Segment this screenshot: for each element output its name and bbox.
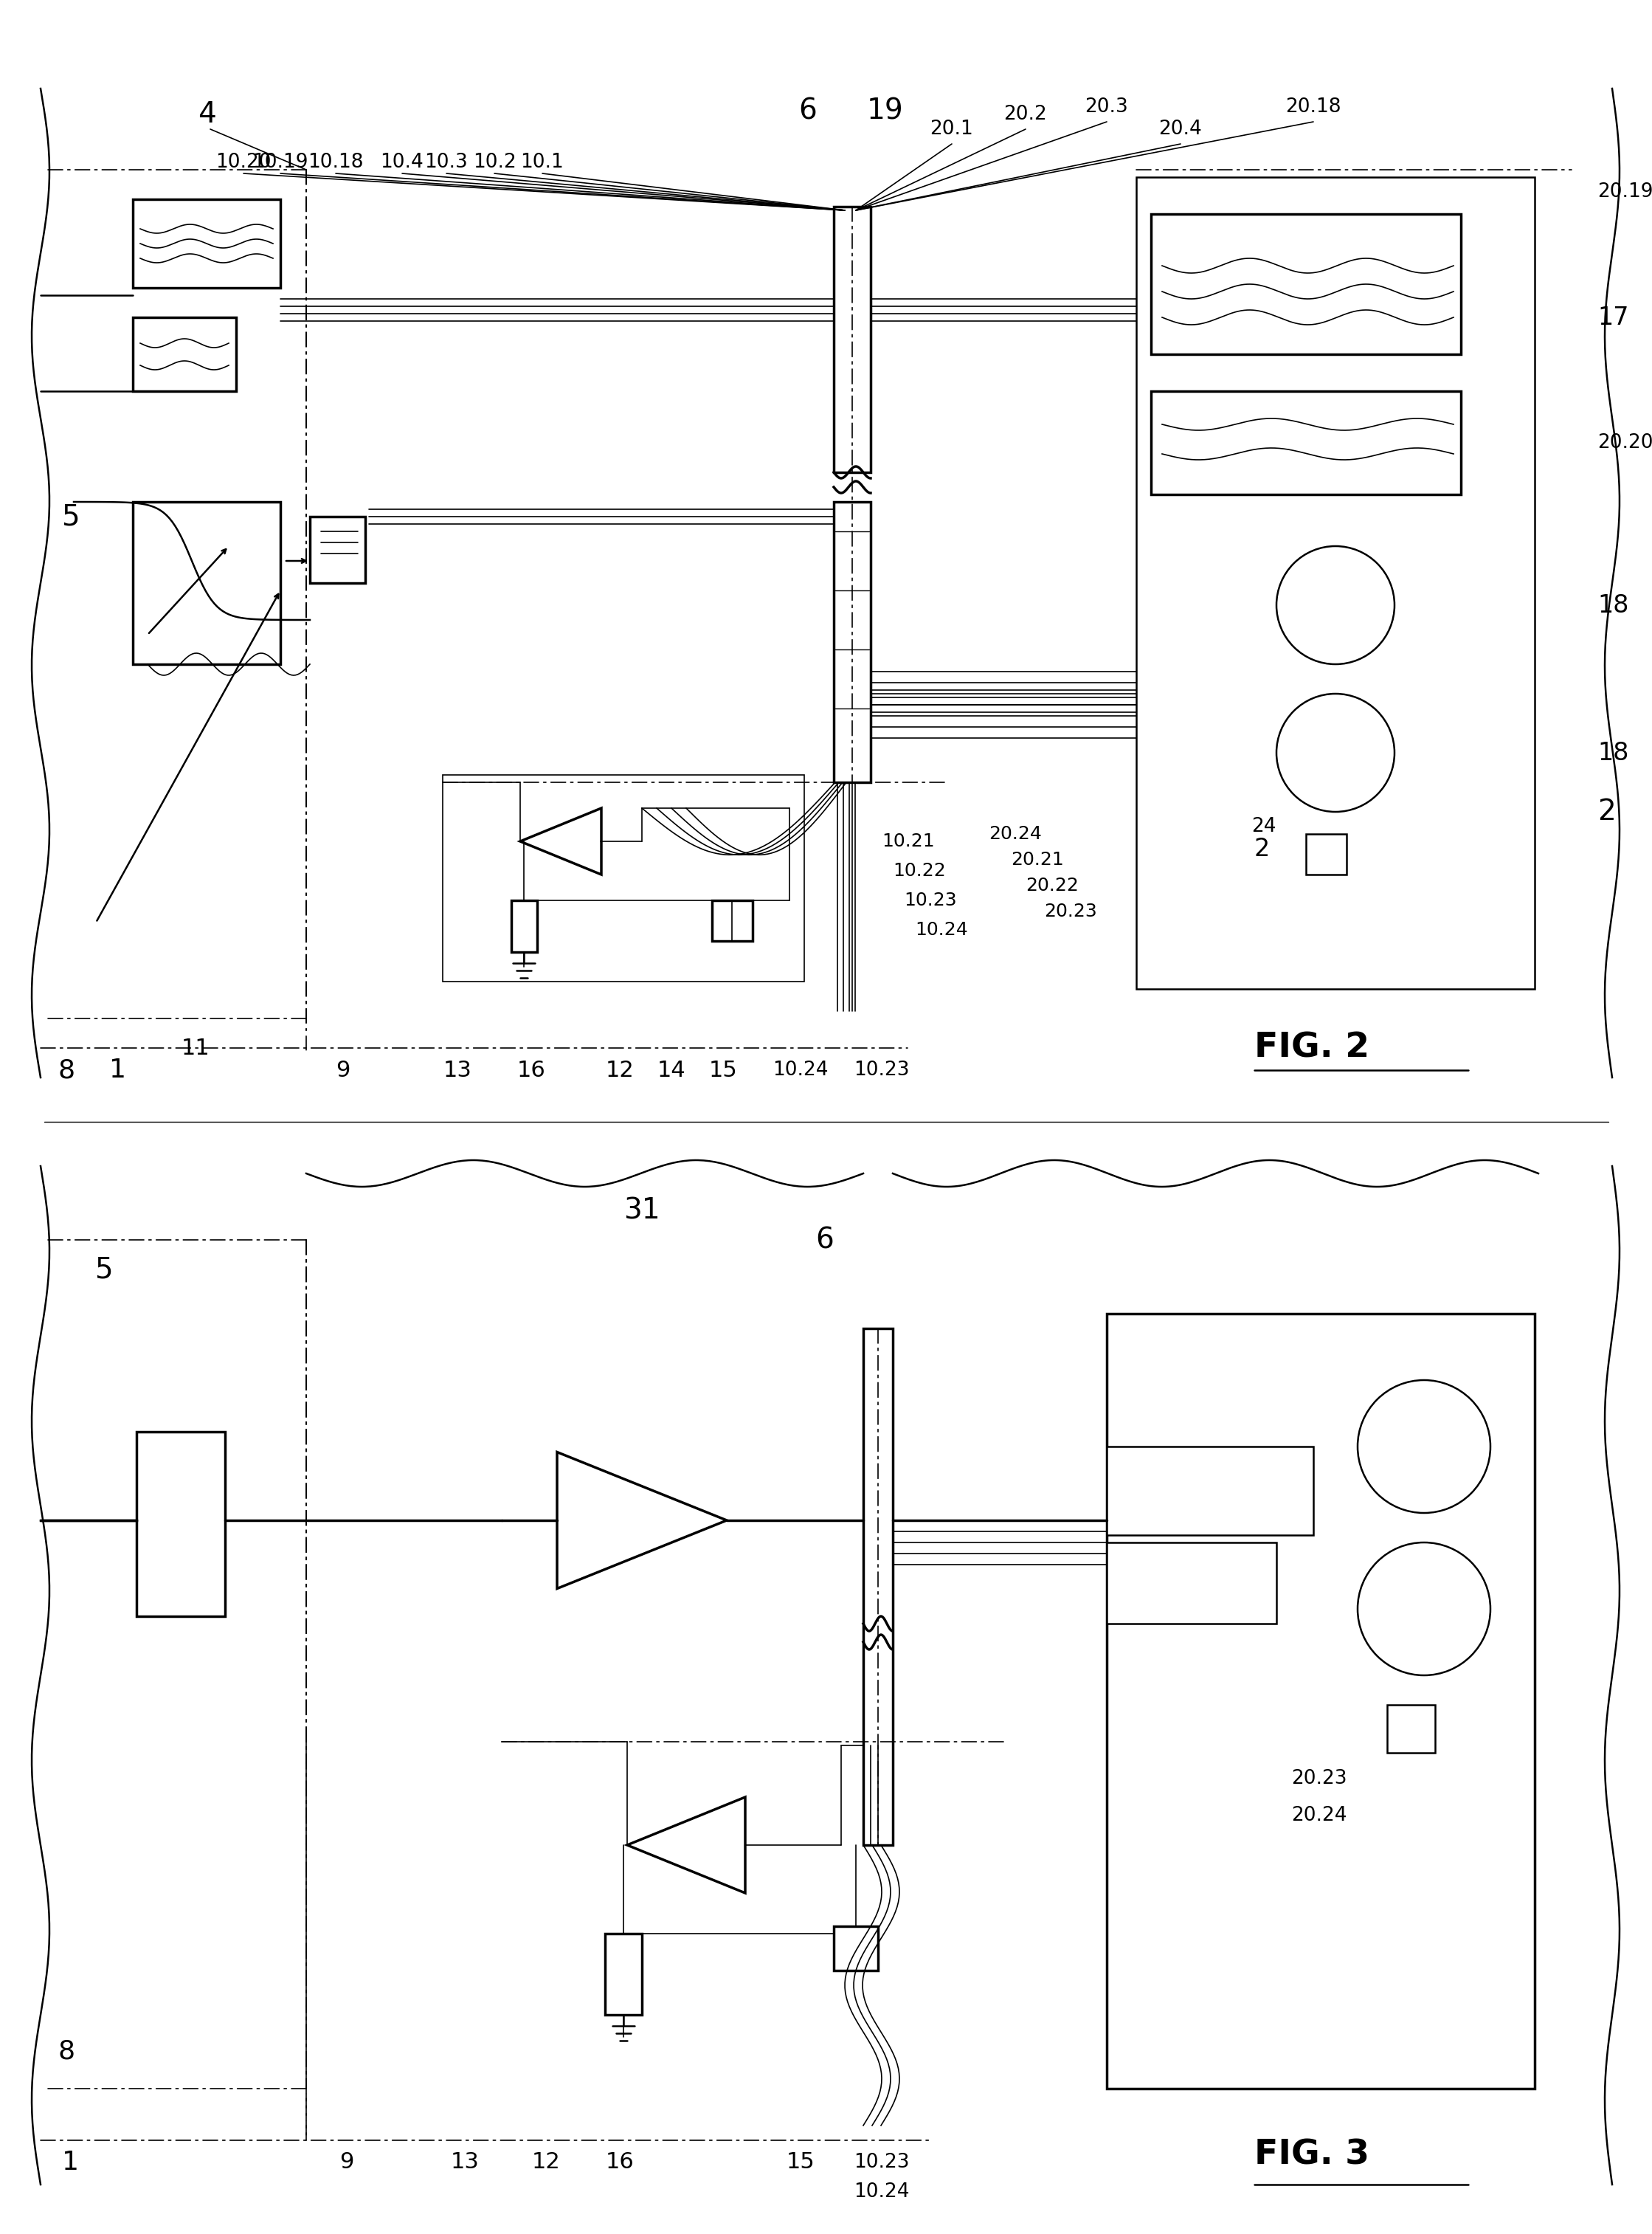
- Text: 14: 14: [657, 1059, 686, 1081]
- Bar: [1388, 1705, 1436, 1754]
- Text: 19: 19: [867, 96, 904, 125]
- Text: 20.19: 20.19: [1597, 183, 1652, 201]
- Text: 20.21: 20.21: [1011, 851, 1064, 869]
- Text: 1: 1: [61, 2149, 79, 2176]
- Text: 8: 8: [58, 2040, 74, 2064]
- Bar: [1151, 214, 1460, 355]
- Text: 10.23: 10.23: [854, 2154, 910, 2171]
- Text: 2: 2: [1597, 798, 1616, 827]
- Text: 6: 6: [816, 1226, 834, 1253]
- Text: 10.4: 10.4: [380, 152, 425, 172]
- Bar: [1151, 391, 1460, 494]
- Text: 20.18: 20.18: [1285, 98, 1341, 116]
- Circle shape: [1358, 1541, 1490, 1676]
- Text: 5: 5: [61, 503, 79, 532]
- Text: 20.22: 20.22: [1026, 876, 1079, 894]
- Text: 20.20: 20.20: [1597, 433, 1652, 454]
- Text: 13: 13: [443, 1059, 472, 1081]
- Text: 10.24: 10.24: [773, 1061, 828, 1079]
- Text: 11: 11: [182, 1037, 210, 1059]
- Bar: [1107, 1314, 1535, 2089]
- Bar: [1307, 833, 1346, 873]
- Text: 20.23: 20.23: [1044, 903, 1097, 920]
- Text: 15: 15: [709, 1059, 737, 1081]
- Bar: [834, 208, 871, 471]
- Bar: [834, 1926, 877, 1970]
- Text: 20.3: 20.3: [1085, 98, 1128, 116]
- Bar: [137, 1432, 225, 1615]
- Text: 10.3: 10.3: [425, 152, 468, 172]
- Text: 5: 5: [94, 1256, 112, 1282]
- Text: 6: 6: [800, 96, 818, 125]
- Text: 10.20: 10.20: [216, 152, 271, 172]
- Circle shape: [1277, 545, 1394, 663]
- Text: 2: 2: [1254, 836, 1270, 860]
- Text: 16: 16: [606, 2151, 634, 2174]
- Text: FIG. 2: FIG. 2: [1254, 1032, 1370, 1066]
- Text: FIG. 3: FIG. 3: [1254, 2138, 1370, 2171]
- Text: 24: 24: [1252, 818, 1277, 836]
- Text: 20.24: 20.24: [988, 824, 1042, 842]
- Bar: [605, 1935, 643, 2015]
- Text: 9: 9: [335, 1059, 350, 1081]
- Bar: [1107, 1448, 1313, 1535]
- Polygon shape: [520, 809, 601, 873]
- Text: 10.19: 10.19: [253, 152, 309, 172]
- Bar: [834, 503, 871, 782]
- Circle shape: [1277, 695, 1394, 811]
- Text: 15: 15: [786, 2151, 814, 2174]
- Text: 10.24: 10.24: [854, 2183, 910, 2200]
- Text: 20.23: 20.23: [1292, 1769, 1346, 1787]
- Bar: [864, 1329, 892, 1845]
- Text: 9: 9: [340, 2151, 354, 2174]
- Text: 10.22: 10.22: [892, 862, 945, 880]
- Text: 18: 18: [1597, 742, 1629, 764]
- Circle shape: [1358, 1381, 1490, 1512]
- Text: 13: 13: [451, 2151, 479, 2174]
- Bar: [510, 900, 537, 952]
- Bar: [132, 503, 281, 663]
- Text: 10.18: 10.18: [307, 152, 363, 172]
- Text: 4: 4: [198, 101, 216, 127]
- Bar: [712, 900, 753, 941]
- Bar: [132, 199, 281, 288]
- Text: 8: 8: [58, 1057, 74, 1083]
- Text: 10.23: 10.23: [854, 1061, 910, 1079]
- Text: 1: 1: [109, 1057, 127, 1083]
- Text: 20.2: 20.2: [1004, 105, 1047, 125]
- Bar: [1107, 1541, 1277, 1624]
- Text: 18: 18: [1597, 592, 1629, 617]
- Polygon shape: [557, 1452, 727, 1588]
- Text: 31: 31: [623, 1197, 661, 1224]
- Text: 20.24: 20.24: [1292, 1805, 1346, 1825]
- Text: 12: 12: [532, 2151, 560, 2174]
- Bar: [311, 516, 365, 583]
- Text: 20.4: 20.4: [1158, 121, 1203, 139]
- Polygon shape: [628, 1796, 745, 1892]
- Text: 10.2: 10.2: [472, 152, 515, 172]
- Text: 16: 16: [517, 1059, 545, 1081]
- Text: 10.24: 10.24: [915, 920, 968, 938]
- Text: 20.1: 20.1: [930, 121, 973, 139]
- Text: 10.1: 10.1: [520, 152, 563, 172]
- Text: 10.23: 10.23: [904, 891, 957, 909]
- Text: 12: 12: [606, 1059, 634, 1081]
- Bar: [132, 317, 236, 391]
- Bar: [443, 775, 805, 981]
- Text: 17: 17: [1597, 306, 1629, 331]
- Bar: [1137, 176, 1535, 990]
- Text: 10.21: 10.21: [882, 833, 935, 851]
